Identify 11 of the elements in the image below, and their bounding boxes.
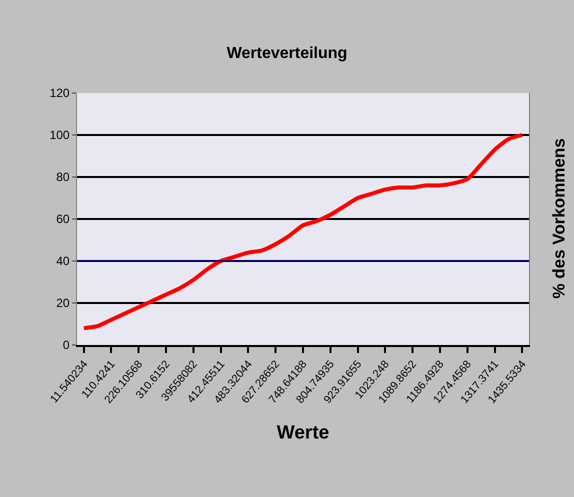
x-axis-title: Werte	[276, 422, 330, 444]
y-tick-label: 120	[50, 86, 70, 100]
chart-title: Werteverteilung	[226, 44, 348, 62]
y-axis-title: % des Vorkommens	[550, 138, 569, 299]
y-tick-label: 0	[62, 338, 70, 352]
line-series	[82, 133, 524, 330]
y-tick-label: 40	[56, 254, 70, 268]
y-tick-label: 60	[56, 212, 70, 226]
y-tick-label: 80	[56, 170, 70, 184]
y-tick-label: 100	[50, 128, 70, 142]
y-tick-label: 20	[56, 296, 70, 310]
